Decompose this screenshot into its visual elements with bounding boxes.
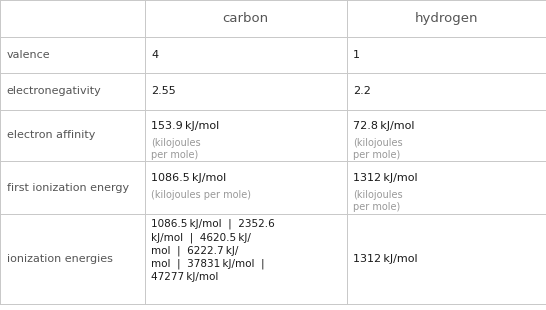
Text: 1086.5 kJ/mol: 1086.5 kJ/mol bbox=[151, 173, 227, 183]
Text: 1312 kJ/mol: 1312 kJ/mol bbox=[353, 173, 418, 183]
Text: electron affinity: electron affinity bbox=[7, 130, 95, 140]
Text: carbon: carbon bbox=[223, 12, 269, 25]
Text: (kilojoules
per mole): (kilojoules per mole) bbox=[151, 138, 201, 160]
Text: 1: 1 bbox=[353, 50, 360, 60]
Text: 2.55: 2.55 bbox=[151, 86, 176, 96]
Text: electronegativity: electronegativity bbox=[7, 86, 102, 96]
Text: 153.9 kJ/mol: 153.9 kJ/mol bbox=[151, 121, 219, 131]
Text: (kilojoules
per mole): (kilojoules per mole) bbox=[353, 190, 403, 212]
Text: 1312 kJ/mol: 1312 kJ/mol bbox=[353, 254, 418, 264]
Text: first ionization energy: first ionization energy bbox=[7, 183, 129, 193]
Text: 72.8 kJ/mol: 72.8 kJ/mol bbox=[353, 121, 415, 131]
Text: ionization energies: ionization energies bbox=[7, 254, 112, 264]
Text: 4: 4 bbox=[151, 50, 158, 60]
Text: 1086.5 kJ/mol  |  2352.6
kJ/mol  |  4620.5 kJ/
mol  |  6222.7 kJ/
mol  |  37831 : 1086.5 kJ/mol | 2352.6 kJ/mol | 4620.5 k… bbox=[151, 219, 275, 282]
Text: 2.2: 2.2 bbox=[353, 86, 371, 96]
Text: hydrogen: hydrogen bbox=[414, 12, 478, 25]
Text: (kilojoules
per mole): (kilojoules per mole) bbox=[353, 138, 403, 160]
Text: valence: valence bbox=[7, 50, 50, 60]
Text: (kilojoules per mole): (kilojoules per mole) bbox=[151, 190, 251, 200]
